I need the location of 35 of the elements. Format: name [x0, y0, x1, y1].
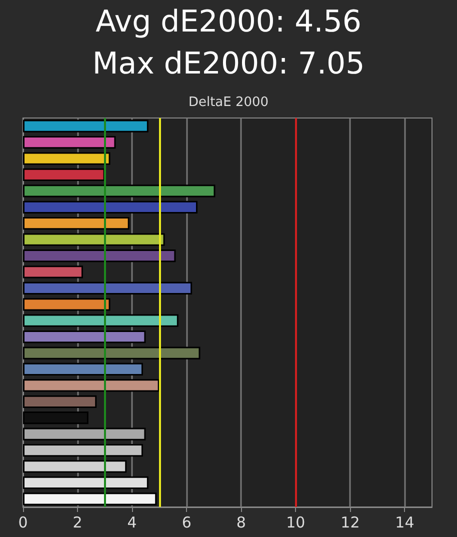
bar — [23, 379, 160, 392]
chart-subtitle: Max dE2000: 7.05 — [92, 46, 365, 82]
bar — [23, 168, 105, 182]
x-tick-label: 14 — [395, 514, 414, 532]
bar — [23, 217, 130, 230]
bar — [23, 476, 148, 490]
bar — [23, 362, 143, 376]
bar — [23, 412, 88, 424]
bar — [23, 314, 178, 327]
bar — [23, 136, 116, 149]
bar — [23, 249, 176, 262]
x-tick-label: 10 — [286, 514, 306, 532]
bar — [23, 346, 200, 360]
bar — [23, 395, 97, 408]
x-tick-label: 8 — [236, 514, 246, 532]
bar — [23, 282, 192, 295]
chart-title: Avg dE2000: 4.56 — [96, 4, 362, 40]
bar — [23, 330, 146, 344]
x-tick-label: 4 — [127, 514, 137, 532]
x-tick-label: 12 — [340, 514, 360, 532]
x-tick-label: 6 — [182, 514, 192, 532]
bar — [23, 233, 165, 246]
bar — [23, 120, 148, 132]
bar — [23, 152, 110, 165]
x-tick-label: 2 — [72, 514, 82, 532]
bar — [23, 266, 83, 278]
bar — [23, 492, 157, 506]
x-tick-label: 0 — [18, 514, 28, 532]
text: DeltaE 2000 — [188, 95, 269, 110]
bar — [23, 428, 146, 440]
bar — [23, 298, 110, 311]
bar — [23, 444, 143, 457]
bar — [23, 460, 127, 473]
bar — [23, 184, 216, 198]
bar — [23, 200, 198, 214]
